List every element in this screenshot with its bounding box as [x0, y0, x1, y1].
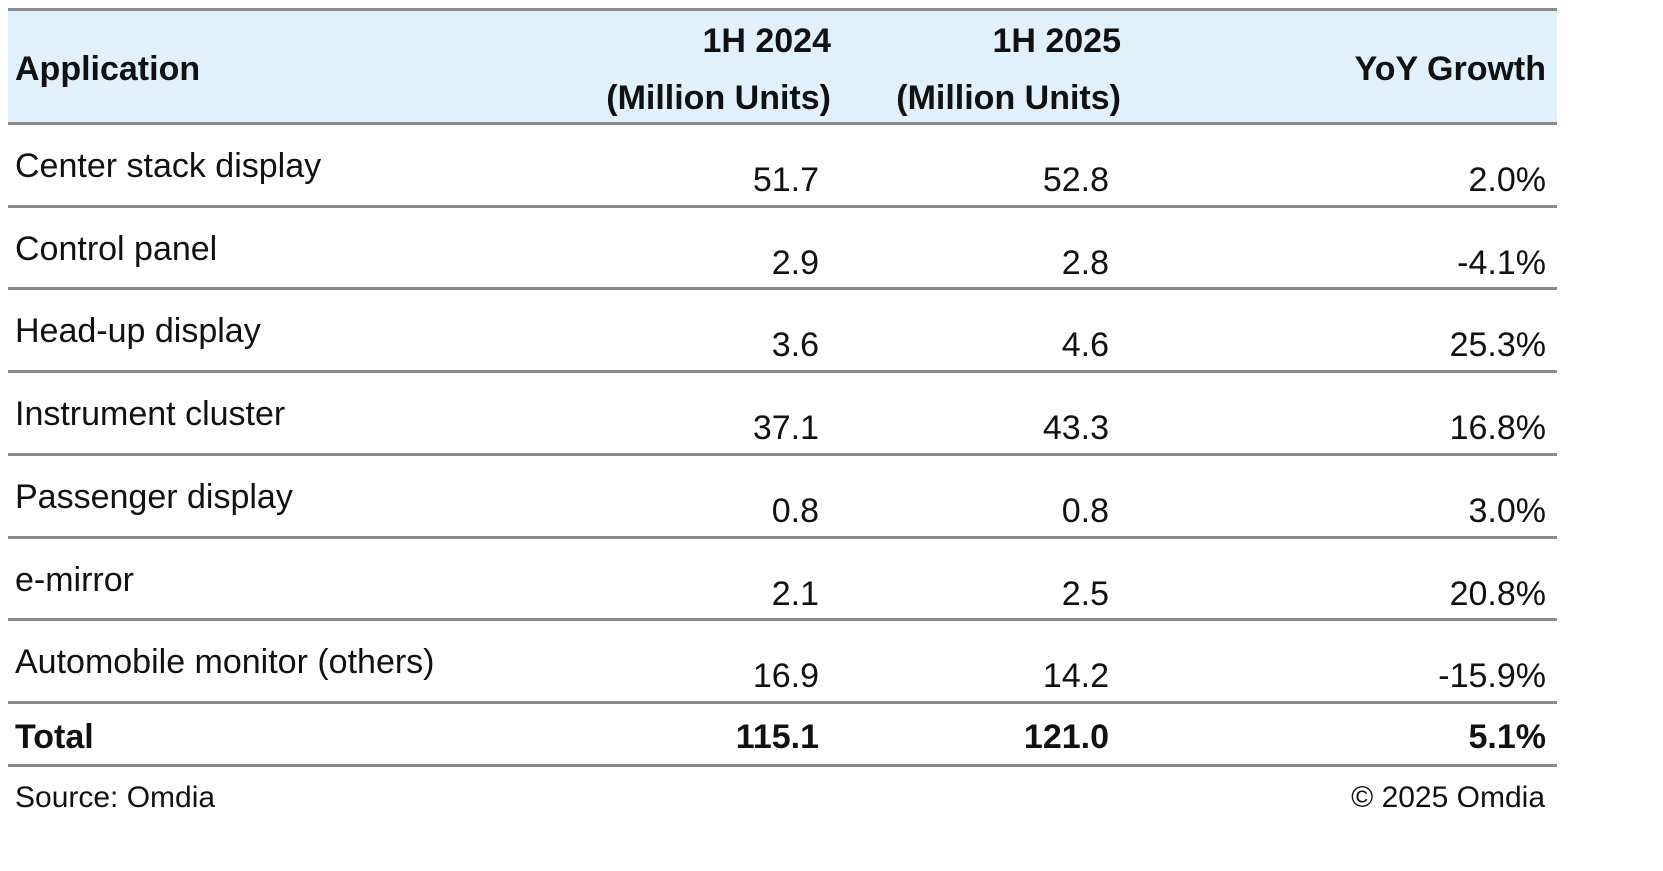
header-cell: (Million Units) — [896, 79, 1121, 117]
source-note: Source: Omdia — [15, 781, 216, 814]
row-label: e-mirror — [15, 560, 134, 599]
cell-value: 14.2 — [1042, 657, 1109, 696]
cell-value: 2.1 — [771, 574, 819, 613]
cell-value: 3.6 — [771, 326, 819, 365]
cell-value: 3.0% — [1468, 491, 1547, 530]
header-cell: YoY Growth — [1354, 50, 1546, 88]
cell-value: 0.8 — [1061, 491, 1109, 530]
total-value: 5.1% — [1468, 717, 1547, 756]
row-label: Automobile monitor (others) — [15, 643, 435, 682]
cell-value: 52.8 — [1042, 161, 1109, 199]
row-separator — [8, 287, 1557, 290]
cell-value: 0.8 — [771, 491, 819, 530]
cell-value: 43.3 — [1042, 409, 1109, 448]
cell-value: 51.7 — [752, 161, 819, 199]
cell-value: 2.8 — [1061, 243, 1109, 282]
row-label: Center stack display — [15, 147, 322, 185]
cell-value: 2.5 — [1061, 574, 1109, 613]
header-cell: 1H 2025 — [992, 22, 1121, 60]
rule — [8, 8, 1557, 11]
cell-value: 25.3% — [1449, 326, 1546, 365]
row-separator — [8, 453, 1557, 456]
header-cell: 1H 2024 — [702, 22, 831, 60]
copyright-note: © 2025 Omdia — [1351, 781, 1545, 814]
cell-value: 16.8% — [1449, 409, 1546, 448]
row-separator — [8, 618, 1557, 621]
total-value: 121.0 — [1023, 717, 1109, 756]
cell-value: 2.9 — [771, 243, 819, 282]
row-label: Passenger display — [15, 477, 293, 516]
header-cell: (Million Units) — [606, 79, 831, 117]
cell-value: 2.0% — [1468, 161, 1547, 199]
cell-value: -4.1% — [1457, 243, 1546, 282]
row-separator — [8, 701, 1557, 704]
row-separator — [8, 205, 1557, 208]
row-label: Control panel — [15, 229, 218, 268]
bottom-rule — [8, 764, 1557, 767]
cell-value: -15.9% — [1438, 657, 1546, 696]
rule — [8, 122, 1557, 125]
cell-value: 16.9 — [752, 657, 819, 696]
header-cell: Application — [15, 50, 201, 88]
row-label: Instrument cluster — [15, 395, 286, 434]
total-label: Total — [15, 717, 94, 756]
row-separator — [8, 536, 1557, 539]
row-separator — [8, 370, 1557, 373]
cell-value: 20.8% — [1449, 574, 1546, 613]
cell-value: 4.6 — [1061, 326, 1109, 365]
total-value: 115.1 — [735, 717, 819, 756]
header-background — [8, 9, 1557, 123]
row-label: Head-up display — [15, 312, 261, 351]
cell-value: 37.1 — [752, 409, 819, 448]
